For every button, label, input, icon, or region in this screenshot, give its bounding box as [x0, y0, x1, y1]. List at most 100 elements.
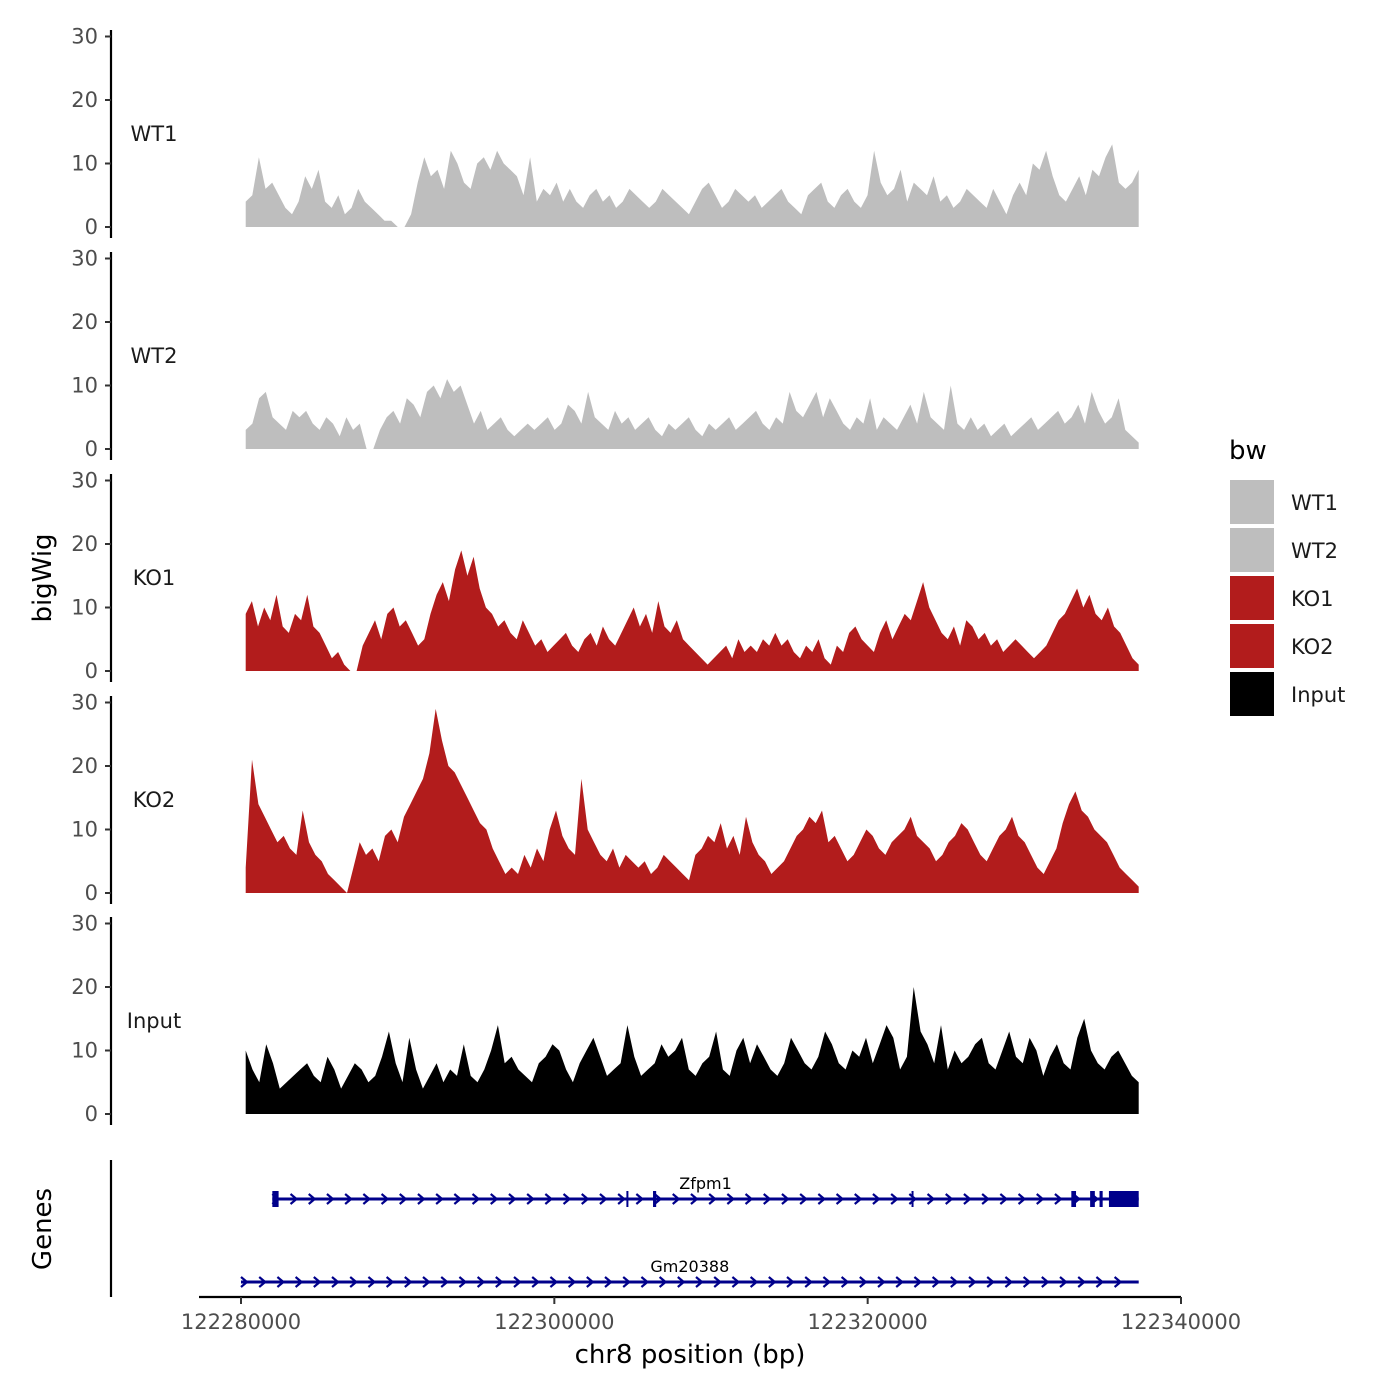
x-tick-label: 122300000	[494, 1310, 614, 1334]
strand-arrow	[963, 1193, 972, 1205]
legend-key-wt2	[1230, 528, 1274, 572]
exon	[1108, 1191, 1139, 1207]
exon	[1090, 1191, 1095, 1207]
track-wt2: 0 10 20 30 WT2	[71, 247, 1139, 461]
strand-arrow	[835, 1193, 845, 1205]
strand-arrow	[635, 1193, 645, 1205]
strand-arrow	[508, 1193, 517, 1205]
y-tick-label: 0	[85, 881, 98, 905]
x-tick-label: 122340000	[1121, 1310, 1241, 1334]
strand-arrow	[744, 1193, 754, 1205]
strand-arrow	[890, 1193, 899, 1205]
strand-arrow	[908, 1193, 918, 1205]
y-tick-label: 30	[71, 469, 98, 493]
signal-area	[245, 708, 1139, 893]
strand-arrow	[695, 1276, 704, 1288]
strand-arrow	[471, 1193, 481, 1205]
strand-arrow	[1022, 1276, 1032, 1288]
legend-label: KO2	[1291, 635, 1334, 659]
strand-arrow	[677, 1276, 686, 1288]
genes-panel-title: Genes	[28, 1188, 58, 1270]
strand-arrow	[945, 1193, 954, 1205]
strand-arrow	[422, 1276, 431, 1288]
y-tick-label: 10	[71, 152, 98, 176]
strand-arrow	[513, 1276, 522, 1288]
strand-arrow	[349, 1276, 358, 1288]
strand-arrow	[586, 1276, 595, 1288]
strand-arrow	[604, 1276, 613, 1288]
y-tick-label: 30	[71, 691, 98, 715]
track-label: Input	[127, 1009, 181, 1033]
y-tick-label: 20	[71, 88, 98, 112]
strand-arrow	[399, 1193, 408, 1205]
signal-area	[245, 987, 1139, 1114]
strand-arrow	[258, 1276, 267, 1288]
strand-arrow	[581, 1193, 590, 1205]
strand-arrow	[708, 1193, 717, 1205]
y-tick-label: 10	[71, 1039, 98, 1063]
y-tick-label: 0	[85, 215, 98, 239]
strand-arrow	[1095, 1276, 1105, 1288]
strand-arrow	[385, 1276, 395, 1288]
strand-arrow	[913, 1276, 923, 1288]
strand-arrow	[926, 1193, 936, 1205]
exon	[911, 1191, 914, 1207]
strand-arrow	[799, 1193, 808, 1205]
y-tick-label: 10	[71, 818, 98, 842]
strand-arrow	[1041, 1276, 1050, 1288]
track-label: WT2	[131, 344, 178, 368]
strand-arrow	[999, 1193, 1009, 1205]
strand-arrow	[895, 1276, 904, 1288]
track-label: WT1	[131, 122, 178, 146]
legend-label: KO1	[1291, 587, 1334, 611]
x-axis: 122280000 122300000 122320000 122340000	[181, 1295, 1241, 1334]
y-tick-label: 20	[71, 532, 98, 556]
x-tick-label: 122280000	[181, 1310, 301, 1334]
strand-arrow	[440, 1276, 449, 1288]
gene-gm20388: Gm20388	[240, 1257, 1139, 1288]
signal-area	[245, 379, 1139, 449]
track-ko2: 0 10 20 30 KO2	[71, 691, 1139, 905]
signal-tracks: 0 10 20 30 WT1 0 10 20 30 WT2 0 10 20 30 KO1 0 10 20 30 KO2…	[71, 25, 1139, 1126]
strand-arrow	[308, 1193, 317, 1205]
strand-arrow	[1059, 1276, 1068, 1288]
signal-area	[245, 550, 1139, 671]
strand-arrow	[749, 1276, 759, 1288]
strand-arrow	[367, 1276, 377, 1288]
y-tick-label: 0	[85, 659, 98, 683]
legend-label: WT2	[1291, 539, 1338, 563]
strand-arrow	[672, 1193, 681, 1205]
strand-arrow	[276, 1276, 286, 1288]
strand-arrow	[331, 1276, 340, 1288]
strand-arrow	[1077, 1276, 1086, 1288]
track-input: 0 10 20 30 Input	[71, 912, 1139, 1126]
exon	[626, 1191, 629, 1207]
y-tick-label: 20	[71, 975, 98, 999]
strand-arrow	[599, 1193, 608, 1205]
legend: bw WT1 WT2 KO1 KO2 Input	[1229, 436, 1345, 716]
strand-arrow	[344, 1193, 353, 1205]
strand-arrow	[562, 1193, 572, 1205]
strand-arrow	[781, 1193, 790, 1205]
strand-arrow	[362, 1193, 372, 1205]
strand-arrow	[690, 1193, 699, 1205]
signal-area	[245, 144, 1139, 227]
legend-key-ko1	[1230, 576, 1274, 620]
strand-arrow	[326, 1193, 335, 1205]
y-tick-label: 20	[71, 754, 98, 778]
legend-key-ko2	[1230, 624, 1274, 668]
y-tick-label: 10	[71, 596, 98, 620]
strand-arrow	[931, 1276, 941, 1288]
strand-arrow	[950, 1276, 959, 1288]
strand-arrow	[968, 1276, 977, 1288]
strand-arrow	[854, 1193, 863, 1205]
legend-title: bw	[1229, 436, 1267, 466]
strand-arrow	[640, 1276, 650, 1288]
legend-label: Input	[1291, 683, 1345, 707]
strand-arrow	[872, 1193, 881, 1205]
legend-label: WT1	[1291, 491, 1338, 515]
strand-arrow	[986, 1276, 995, 1288]
strand-arrow	[804, 1276, 813, 1288]
strand-arrow	[768, 1276, 777, 1288]
